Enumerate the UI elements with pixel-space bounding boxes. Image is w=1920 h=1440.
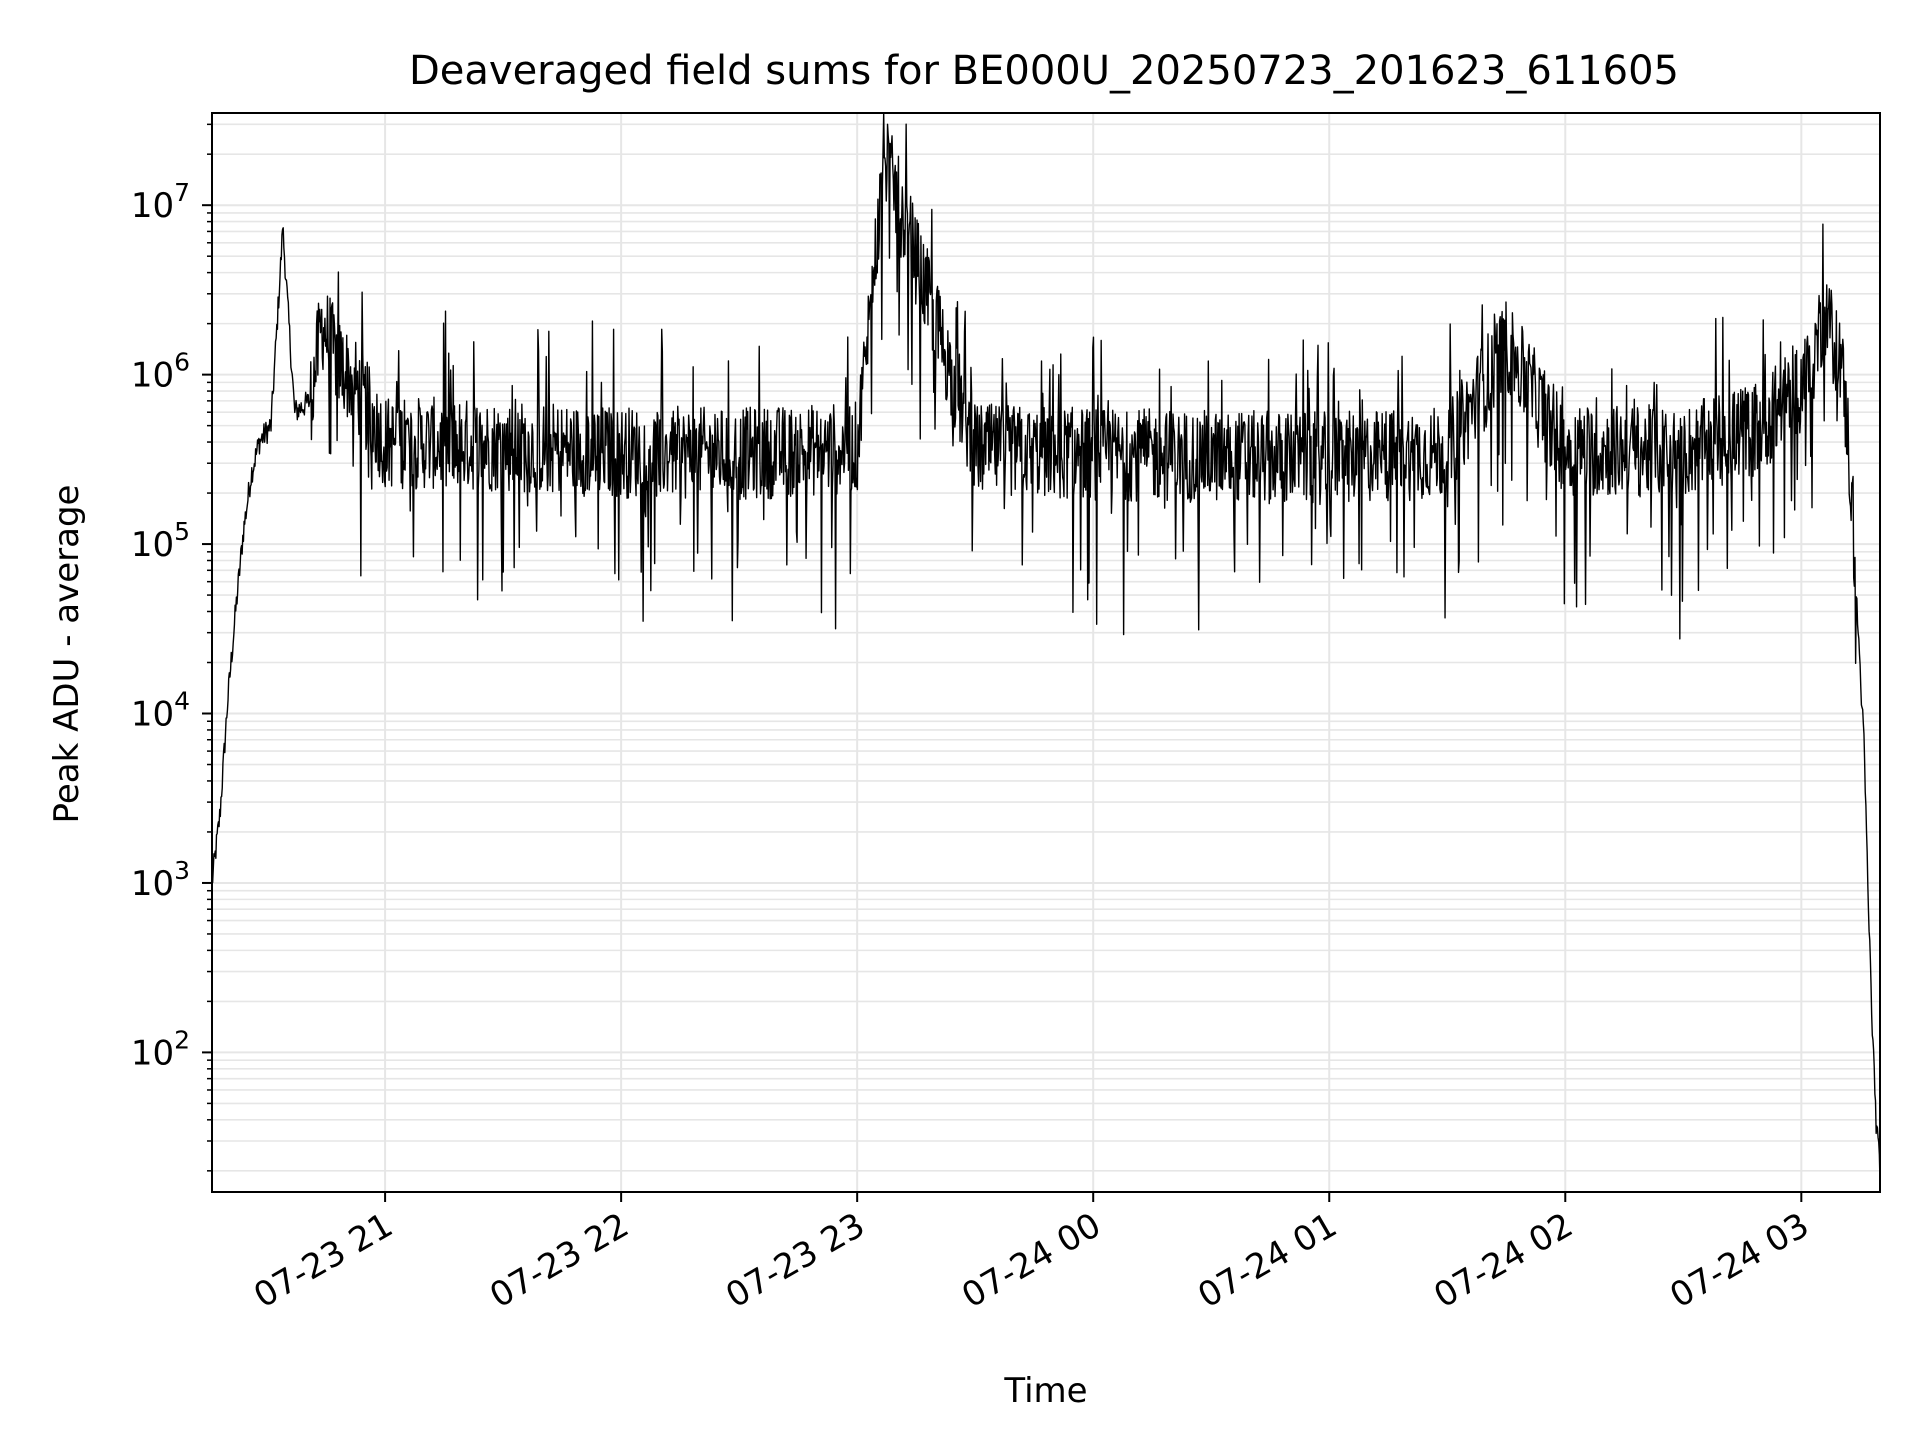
y-axis: 102 103 104 105 106 107 [131,123,212,1172]
x-tick-label: 07-23 21 [247,1205,399,1316]
plot-frame [211,112,1881,1193]
y-tick-label: 106 [131,348,190,396]
y-tick-label: 105 [131,517,190,565]
grid [212,113,1880,1192]
x-tick-label: 07-23 22 [483,1205,635,1316]
series-line [211,112,1881,1183]
x-tick-label: 07-24 03 [1663,1205,1815,1316]
chart-title: Deaveraged field sums for BE000U_2025072… [409,48,1679,94]
x-tick-label: 07-23 23 [719,1205,871,1316]
y-tick-label: 104 [131,687,190,735]
x-axis: 07-23 21 07-23 22 07-23 23 07-24 00 07-24 01… [247,1192,1816,1316]
x-tick-label: 07-24 01 [1191,1205,1343,1316]
x-tick-label: 07-24 02 [1427,1205,1579,1316]
x-tick-label: 07-24 00 [955,1205,1107,1316]
y-tick-label: 103 [131,856,190,904]
x-axis-label: Time [1003,1371,1087,1411]
y-axis-label: Peak ADU - average [47,485,87,824]
y-tick-label: 102 [131,1025,190,1073]
y-tick-label: 107 [131,178,190,226]
